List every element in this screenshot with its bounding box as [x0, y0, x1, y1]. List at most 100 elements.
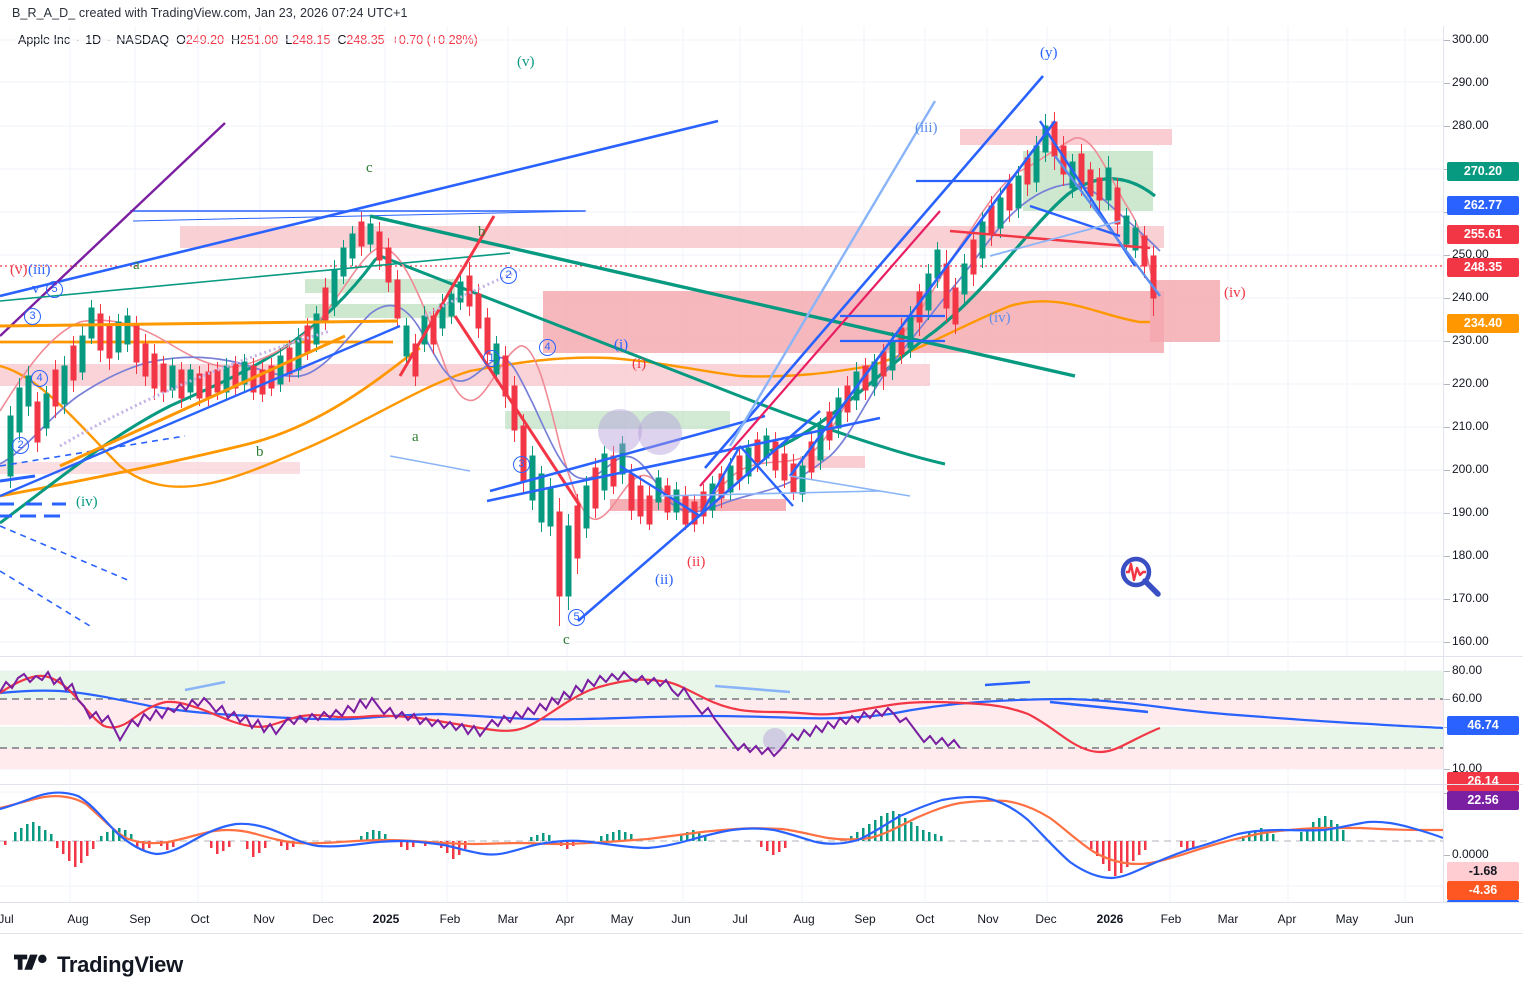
- wave-y-blue[interactable]: (y): [1040, 45, 1058, 61]
- wave-b-green-low[interactable]: b: [256, 444, 264, 460]
- price-tick-label: 250.00: [1452, 247, 1489, 261]
- price-tick-label: 190.00: [1452, 505, 1489, 519]
- magnifier-pulse-icon[interactable]: [1117, 553, 1165, 601]
- rsi-chart-svg: [0, 660, 1444, 784]
- time-tick-label: Oct: [915, 912, 935, 926]
- rsi-signal-badge[interactable]: 26.14: [1447, 772, 1519, 791]
- wave-5-circ-a[interactable]: 5: [46, 281, 63, 298]
- time-tick-label: Jul: [732, 912, 748, 926]
- price-tick-dash: [1444, 83, 1450, 84]
- time-scale[interactable]: Jul Aug Sep Oct Nov Dec 2025 Feb Mar Apr May Jun Jul…: [0, 902, 1523, 934]
- wave-3-circ-c[interactable]: 3: [513, 456, 530, 473]
- macd-tick-dash: [1444, 855, 1450, 856]
- time-tick-label: Oct: [190, 912, 210, 926]
- price-tick-dash: [1444, 341, 1450, 342]
- rsi-value-badge[interactable]: 22.56: [1447, 791, 1519, 810]
- wave-iv-red[interactable]: (iv): [1224, 285, 1246, 301]
- wave-a-green-left[interactable]: a: [133, 257, 140, 273]
- wave-3-circ-a[interactable]: 3: [24, 308, 41, 325]
- price-tick-label: 200.00: [1452, 462, 1489, 476]
- wave-2-circ-a[interactable]: 2: [12, 437, 29, 454]
- macd-signal-badge[interactable]: -4.36: [1447, 881, 1519, 900]
- price-tick-dash: [1444, 556, 1450, 557]
- rsi-tick-dash: [1444, 769, 1450, 770]
- price-scale[interactable]: 300.00290.00280.00270.00260.00250.00240.…: [1443, 26, 1523, 925]
- wave-i-blue[interactable]: (i): [614, 337, 629, 353]
- last-price-badge[interactable]: 248.35: [1447, 258, 1519, 277]
- wave-ii-red[interactable]: (ii): [687, 554, 706, 570]
- price-tick-dash: [1444, 470, 1450, 471]
- price-tick-label: 160.00: [1452, 634, 1489, 648]
- price-tick-label: 180.00: [1452, 548, 1489, 562]
- time-tick-label: Jun: [671, 912, 691, 926]
- time-tick-label: Feb: [1160, 912, 1182, 926]
- time-tick-label: Mar: [497, 912, 519, 926]
- price-tick-label: 170.00: [1452, 591, 1489, 605]
- wave-v-blue-small[interactable]: v: [32, 281, 40, 297]
- tradingview-wordmark: TradingView: [57, 952, 183, 977]
- wave-i-red[interactable]: (i): [632, 356, 647, 372]
- ma-orange-line: [0, 300, 1150, 488]
- wave-ii-blue[interactable]: (ii): [655, 572, 674, 588]
- price-tick-dash: [1444, 40, 1450, 41]
- time-tick-label: Sep: [129, 912, 151, 926]
- rsi-tick-label: 10.00: [1452, 761, 1483, 775]
- time-tick-label: Sep: [854, 912, 876, 926]
- rsi-tick-dash: [1444, 671, 1450, 672]
- ma-262-badge[interactable]: 262.77: [1447, 196, 1519, 215]
- ma-234-badge[interactable]: 234.40: [1447, 314, 1519, 333]
- wave-c-green-left[interactable]: c: [366, 160, 373, 176]
- rsi-tick-dash: [1444, 699, 1450, 700]
- wave-v-red[interactable]: (v): [10, 262, 28, 278]
- macd-chart-svg: [0, 786, 1444, 902]
- wave-b-green-mid[interactable]: b: [478, 224, 486, 240]
- price-chart-svg: [0, 26, 1443, 656]
- macd-line-series: [0, 791, 1444, 880]
- watermark-text: B_R_A_D_ created with TradingView.com, J…: [12, 6, 408, 20]
- wave-iv-blue[interactable]: (iv): [989, 310, 1011, 326]
- price-tick-dash: [1444, 126, 1450, 127]
- pane-divider-2: [0, 784, 1443, 785]
- ma-255-badge[interactable]: 255.61: [1447, 225, 1519, 244]
- axis-divider-1: [1444, 656, 1523, 657]
- price-tick-label: 220.00: [1452, 376, 1489, 390]
- time-tick-label: May: [1335, 912, 1359, 926]
- wave-iv-green-left[interactable]: (iv): [76, 494, 98, 510]
- wave-a-green-mid[interactable]: a: [412, 429, 419, 445]
- wave-4-circ-a[interactable]: 4: [31, 370, 48, 387]
- price-tick-dash: [1444, 255, 1450, 256]
- rsi-ma-badge[interactable]: 46.74: [1447, 716, 1519, 735]
- trendlines: [0, 75, 1161, 627]
- rsi-tick-label: 60.00: [1452, 691, 1483, 705]
- wave-c-green-bot[interactable]: c: [563, 632, 570, 648]
- macd-hist-badge[interactable]: -1.68: [1447, 862, 1519, 881]
- time-tick-label: 2025: [372, 912, 400, 926]
- wave-iii-blue[interactable]: (iii): [915, 120, 938, 136]
- time-tick-label: Dec: [312, 912, 334, 926]
- ma-orange-line-2: [0, 340, 421, 498]
- time-tick-label: Apr: [1277, 912, 1297, 926]
- time-tick-label: Feb: [439, 912, 461, 926]
- price-tick-label: 230.00: [1452, 333, 1489, 347]
- price-pane[interactable]: (v) (y) (iii) c b a (v) (iii) v 5 3 4 2 (iv) b 2 1 4 a 3 5 c(…: [0, 26, 1443, 656]
- wave-iii-blue-2[interactable]: (iii): [28, 262, 51, 278]
- rsi-pane[interactable]: [0, 660, 1444, 784]
- time-tick-label: 2026: [1096, 912, 1124, 926]
- wave-4-circ-b[interactable]: 4: [539, 339, 556, 356]
- wave-v-green-top[interactable]: (v): [517, 54, 535, 70]
- macd-pane[interactable]: [0, 786, 1444, 902]
- tradingview-logo: TradingView: [14, 952, 183, 978]
- time-tick-label: Aug: [793, 912, 815, 926]
- time-tick-label: Dec: [1035, 912, 1057, 926]
- price-tick-label: 300.00: [1452, 32, 1489, 46]
- price-tick-dash: [1444, 427, 1450, 428]
- price-tick-label: 210.00: [1452, 419, 1489, 433]
- pane-divider-1: [0, 656, 1443, 657]
- wave-2-circ-b[interactable]: 2: [500, 267, 517, 284]
- price-tick-dash: [1444, 642, 1450, 643]
- wave-1-circ-b[interactable]: 1: [483, 350, 500, 367]
- ma-270-badge[interactable]: 270.20: [1447, 162, 1519, 181]
- wave-5-circ-c[interactable]: 5: [568, 609, 585, 626]
- price-tick-dash: [1444, 599, 1450, 600]
